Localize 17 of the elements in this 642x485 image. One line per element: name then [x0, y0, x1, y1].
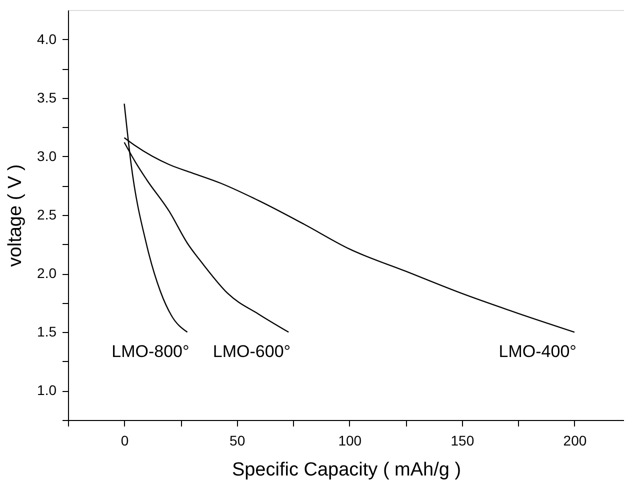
annotation: LMO-400°	[498, 342, 576, 362]
x-tick-label: 150	[450, 432, 474, 448]
annotation: LMO-800°	[112, 342, 190, 362]
y-tick-label: 1.0	[37, 382, 57, 398]
y-tick-label: 1.5	[37, 324, 57, 340]
x-tick-label: 50	[230, 432, 246, 448]
annotation: LMO-600°	[212, 342, 291, 362]
y-tick-label: 3.0	[37, 148, 57, 164]
x-tick-label: 100	[338, 432, 362, 448]
y-tick-label: 4.0	[37, 30, 57, 47]
y-tick-label: 2.0	[37, 265, 57, 282]
y-axis-title: voltage ( V )	[5, 164, 26, 267]
y-tick-label: 3.5	[37, 89, 57, 106]
y-tick-label: 2.5	[37, 206, 57, 222]
x-tick-label: 0	[120, 432, 129, 448]
x-axis-title: Specific Capacity ( mAh/g )	[232, 460, 462, 480]
x-tick-label: 200	[563, 432, 587, 448]
